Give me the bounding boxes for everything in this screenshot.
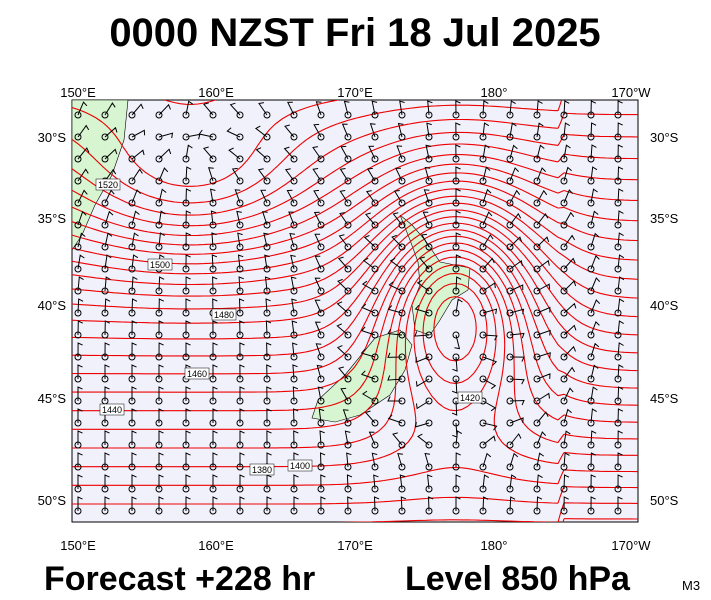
north-island: [399, 214, 471, 336]
contour-label: 1420: [460, 393, 480, 403]
contour-label: 1520: [98, 180, 118, 190]
lat-label-left: 30°S: [38, 130, 67, 145]
lon-label-bottom: 180°: [481, 538, 508, 553]
lon-label-bottom: 150°E: [60, 538, 96, 553]
contour-label: 1400: [290, 461, 310, 471]
wind-barbs: [74, 100, 625, 515]
lat-label-right: 50°S: [650, 493, 679, 508]
contour-label-box: [457, 391, 483, 404]
lon-label-top: 160°E: [198, 85, 234, 100]
lon-label-bottom: 170°E: [337, 538, 373, 553]
lon-label-top: 180°: [481, 85, 508, 100]
contour-label: 1460: [187, 369, 207, 379]
contour-label: 1480: [214, 310, 234, 320]
contour-label-box: [249, 463, 275, 476]
contour-label-box: [184, 367, 210, 380]
lon-label-top: 170°E: [337, 85, 373, 100]
lat-label-right: 40°S: [650, 298, 679, 313]
lat-label-left: 45°S: [38, 391, 67, 406]
lat-label-left: 40°S: [38, 298, 67, 313]
lat-label-right: 35°S: [650, 211, 679, 226]
contour-label-box: [211, 308, 237, 321]
lon-label-bottom: 160°E: [198, 538, 234, 553]
forecast: Forecast +228 hr: [44, 560, 315, 598]
contour-label-box: [99, 403, 125, 416]
wind-barb-set: [74, 100, 625, 515]
title: 0000 NZST Fri 18 Jul 2025: [109, 11, 600, 55]
contour-label-box: [95, 178, 121, 191]
contour-label: 1440: [102, 405, 122, 415]
model-code: M3: [682, 578, 700, 593]
contour-label-box: [287, 459, 313, 472]
lat-label-right: 30°S: [650, 130, 679, 145]
level: Level 850 hPa: [405, 560, 631, 598]
lon-label-top: 170°W: [611, 85, 651, 100]
contour-label: 1380: [252, 465, 272, 475]
contour-label-box: [147, 258, 173, 271]
lon-label-top: 150°E: [60, 85, 96, 100]
lon-label-bottom: 170°W: [611, 538, 651, 553]
lat-label-left: 50°S: [38, 493, 67, 508]
lat-label-right: 45°S: [650, 391, 679, 406]
lat-label-left: 35°S: [38, 211, 67, 226]
contour-label: 1500: [150, 260, 170, 270]
